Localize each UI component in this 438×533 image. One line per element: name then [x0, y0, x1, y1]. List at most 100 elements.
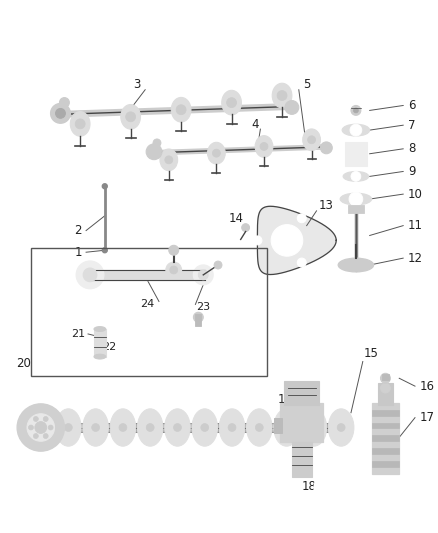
- Circle shape: [310, 424, 318, 431]
- Circle shape: [56, 108, 65, 118]
- Circle shape: [102, 184, 107, 189]
- Text: 19: 19: [278, 393, 293, 407]
- Circle shape: [75, 119, 85, 129]
- Bar: [94, 329, 106, 357]
- Bar: [372, 448, 399, 454]
- Circle shape: [166, 262, 182, 278]
- Ellipse shape: [110, 409, 136, 446]
- Circle shape: [17, 404, 64, 451]
- Circle shape: [119, 424, 127, 431]
- Circle shape: [173, 424, 181, 431]
- Circle shape: [33, 416, 38, 422]
- Circle shape: [277, 91, 287, 100]
- Text: 14: 14: [228, 212, 243, 225]
- Text: 13: 13: [319, 199, 334, 213]
- Circle shape: [381, 383, 390, 393]
- Circle shape: [260, 142, 268, 150]
- Bar: [31, 248, 267, 376]
- Bar: [378, 383, 393, 405]
- Circle shape: [349, 192, 363, 206]
- Circle shape: [64, 424, 72, 431]
- Text: 16: 16: [420, 379, 435, 393]
- Ellipse shape: [160, 149, 178, 171]
- Ellipse shape: [138, 409, 163, 446]
- Circle shape: [226, 98, 237, 108]
- Bar: [195, 314, 201, 326]
- Ellipse shape: [222, 90, 241, 115]
- Bar: [381, 374, 389, 380]
- Circle shape: [255, 424, 263, 431]
- Ellipse shape: [94, 327, 106, 332]
- Circle shape: [228, 424, 236, 431]
- Text: 15: 15: [363, 347, 378, 360]
- Circle shape: [194, 312, 203, 322]
- Text: 23: 23: [196, 302, 210, 312]
- Ellipse shape: [328, 409, 354, 446]
- Text: 7: 7: [408, 119, 416, 132]
- Ellipse shape: [192, 409, 218, 446]
- Circle shape: [307, 136, 315, 144]
- Circle shape: [271, 224, 303, 256]
- Circle shape: [76, 261, 104, 289]
- Text: 1: 1: [74, 246, 82, 259]
- Ellipse shape: [219, 409, 245, 446]
- Circle shape: [201, 424, 208, 431]
- Ellipse shape: [343, 172, 369, 181]
- Circle shape: [351, 172, 361, 181]
- Text: 17: 17: [420, 411, 435, 424]
- Circle shape: [381, 373, 390, 383]
- Ellipse shape: [71, 111, 90, 136]
- Circle shape: [48, 425, 53, 430]
- Bar: [372, 423, 399, 429]
- Text: 11: 11: [408, 219, 423, 232]
- Circle shape: [297, 258, 306, 267]
- Circle shape: [198, 270, 208, 280]
- Circle shape: [214, 261, 222, 269]
- Ellipse shape: [255, 135, 273, 157]
- Circle shape: [353, 108, 358, 113]
- Circle shape: [43, 416, 48, 422]
- Ellipse shape: [165, 409, 190, 446]
- Text: 3: 3: [134, 78, 141, 91]
- Circle shape: [33, 433, 38, 439]
- Ellipse shape: [56, 409, 81, 446]
- Bar: [284, 381, 319, 405]
- Circle shape: [321, 142, 332, 154]
- Bar: [348, 205, 364, 213]
- Bar: [372, 461, 399, 467]
- Circle shape: [153, 139, 161, 147]
- Text: 22: 22: [102, 342, 117, 352]
- Text: 6: 6: [408, 99, 416, 112]
- Circle shape: [83, 268, 97, 282]
- Polygon shape: [258, 206, 336, 274]
- Bar: [280, 403, 323, 442]
- Circle shape: [35, 422, 47, 433]
- Circle shape: [28, 425, 33, 430]
- Circle shape: [337, 424, 345, 431]
- Circle shape: [126, 112, 136, 122]
- Ellipse shape: [272, 83, 292, 108]
- Text: 2: 2: [74, 224, 82, 237]
- Text: 12: 12: [408, 252, 423, 264]
- Ellipse shape: [94, 354, 106, 359]
- Circle shape: [283, 424, 290, 431]
- Circle shape: [317, 469, 356, 508]
- Text: 10: 10: [408, 188, 423, 200]
- Circle shape: [43, 433, 48, 439]
- Circle shape: [146, 144, 162, 160]
- Circle shape: [146, 424, 154, 431]
- Ellipse shape: [338, 258, 374, 272]
- Ellipse shape: [171, 98, 191, 122]
- Text: 4: 4: [252, 118, 259, 131]
- Bar: [372, 435, 399, 441]
- Text: 20: 20: [17, 357, 32, 370]
- Circle shape: [322, 475, 350, 502]
- Circle shape: [351, 106, 361, 115]
- Text: 18: 18: [301, 480, 316, 493]
- Ellipse shape: [342, 124, 370, 136]
- Circle shape: [165, 156, 173, 164]
- Circle shape: [212, 149, 220, 157]
- Circle shape: [297, 214, 306, 223]
- Bar: [274, 418, 282, 433]
- Ellipse shape: [301, 409, 327, 446]
